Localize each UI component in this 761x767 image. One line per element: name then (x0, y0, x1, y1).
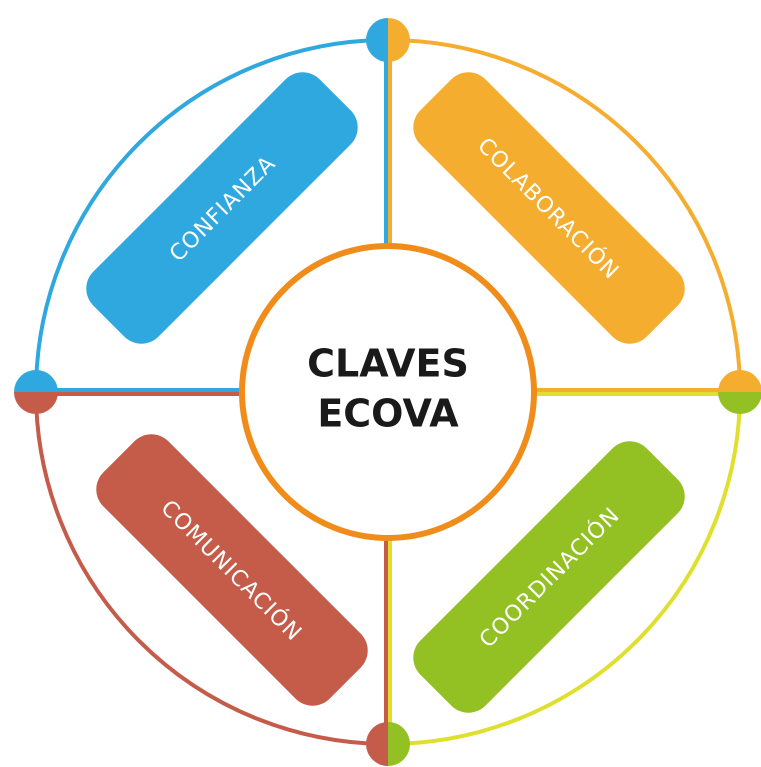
pill: COLABORACIÓN (413, 72, 685, 344)
center-title: CLAVES (307, 342, 469, 386)
dot (366, 18, 388, 62)
arc-coordinacion (387, 391, 742, 746)
dot (388, 18, 410, 62)
arc-comunicacion (34, 391, 389, 746)
dot (388, 722, 410, 766)
dot (718, 392, 761, 414)
dot (14, 392, 58, 414)
arc-confianza (34, 38, 389, 393)
arc-colaboracion (387, 38, 742, 393)
pill-bg (413, 72, 685, 344)
center-circle (239, 243, 537, 541)
dot (366, 722, 388, 766)
dot (718, 370, 761, 392)
dot (14, 370, 58, 392)
pill-bg (96, 434, 368, 706)
pill-bg (86, 72, 358, 344)
center-title: ECOVA (317, 392, 459, 436)
pill-bg (413, 441, 685, 713)
